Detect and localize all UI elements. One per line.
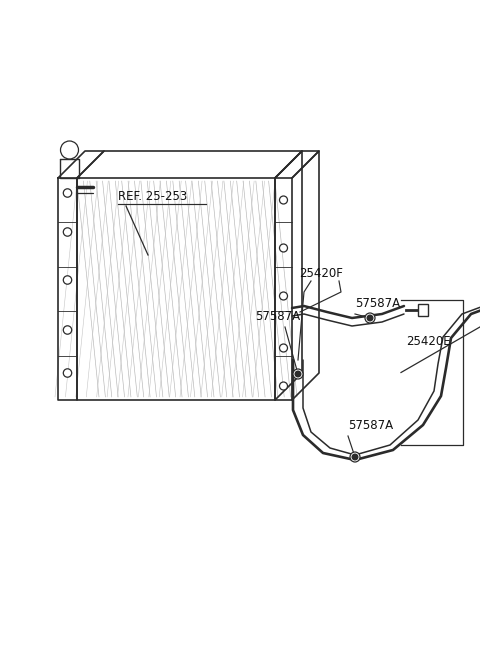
Circle shape [293,369,303,379]
Circle shape [279,382,288,390]
Circle shape [60,141,79,159]
FancyBboxPatch shape [418,304,428,316]
Circle shape [279,344,288,352]
Circle shape [279,196,288,204]
Circle shape [350,452,360,462]
Circle shape [295,371,301,377]
Text: 57587A: 57587A [348,419,393,432]
Text: REF. 25-253: REF. 25-253 [118,190,187,203]
Circle shape [63,228,72,236]
Text: 25420F: 25420F [299,267,343,280]
Text: 57587A: 57587A [255,310,300,323]
Circle shape [352,454,358,460]
Text: 57587A: 57587A [355,297,400,310]
Circle shape [365,313,375,323]
Circle shape [63,369,72,377]
Circle shape [63,189,72,197]
Text: 25420E: 25420E [406,335,451,348]
Circle shape [367,315,373,321]
Circle shape [279,244,288,252]
Circle shape [279,292,288,300]
Circle shape [63,276,72,284]
Circle shape [63,326,72,334]
